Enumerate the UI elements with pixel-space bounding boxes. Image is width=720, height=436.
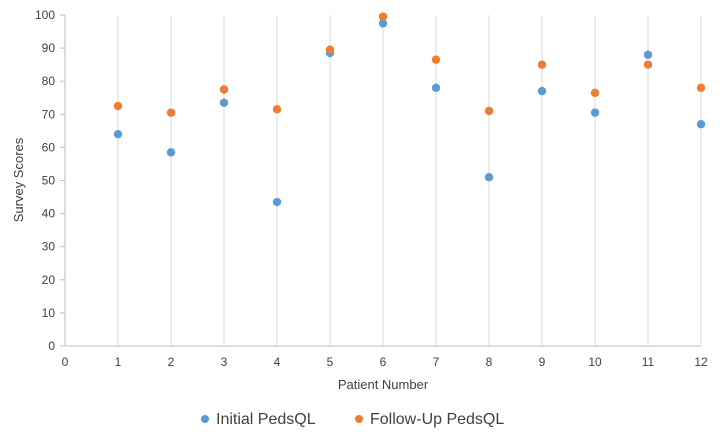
follow-up-point-6 bbox=[378, 12, 388, 21]
follow-up-point-8 bbox=[484, 106, 494, 116]
initial-point-9 bbox=[537, 86, 547, 96]
legend-label-follow-up: Follow-Up PedsQL bbox=[370, 411, 504, 428]
x-tick-label: 5 bbox=[327, 355, 334, 369]
initial-point-4 bbox=[272, 197, 282, 207]
y-tick-label: 40 bbox=[42, 207, 56, 221]
y-tick-label: 100 bbox=[35, 8, 55, 22]
y-tick-labels: 0 10 20 30 40 50 60 70 80 90 100 bbox=[35, 8, 55, 353]
initial-point-3 bbox=[219, 98, 229, 107]
follow-up-point-11 bbox=[643, 60, 653, 69]
y-tick-label: 10 bbox=[42, 306, 56, 320]
grid-lines bbox=[117, 15, 702, 346]
follow-up-point-7 bbox=[431, 55, 441, 64]
axes bbox=[60, 14, 701, 347]
x-tick-label: 0 bbox=[62, 355, 69, 369]
y-tick-label: 30 bbox=[42, 240, 56, 254]
initial-point-7 bbox=[431, 83, 441, 93]
y-tick-label: 70 bbox=[42, 107, 56, 121]
initial-point-2 bbox=[166, 148, 176, 157]
x-tick-labels: 0 1 2 3 4 5 6 7 8 9 10 11 12 bbox=[62, 355, 708, 369]
follow-up-point-3 bbox=[219, 85, 229, 94]
x-tick-label: 1 bbox=[115, 355, 122, 369]
x-tick-label: 4 bbox=[274, 355, 281, 369]
data-points bbox=[113, 12, 706, 207]
y-tick-label: 80 bbox=[42, 74, 56, 88]
x-tick-label: 6 bbox=[380, 355, 387, 369]
legend-marker-initial bbox=[201, 415, 209, 423]
x-tick-label: 12 bbox=[694, 355, 708, 369]
y-tick-label: 20 bbox=[42, 273, 56, 287]
y-tick-label: 60 bbox=[42, 140, 56, 154]
follow-up-point-4 bbox=[272, 105, 282, 114]
legend: Initial PedsQL Follow-Up PedsQL bbox=[201, 411, 504, 428]
y-tick-label: 50 bbox=[42, 174, 56, 188]
initial-point-6 bbox=[378, 19, 388, 28]
x-tick-label: 9 bbox=[539, 355, 546, 369]
follow-up-point-9 bbox=[537, 60, 547, 69]
initial-point-8 bbox=[484, 172, 494, 182]
y-tick-label: 90 bbox=[42, 41, 56, 55]
follow-up-point-5 bbox=[325, 45, 335, 54]
x-tick-label: 2 bbox=[168, 355, 175, 369]
x-tick-label: 8 bbox=[486, 355, 493, 369]
legend-marker-follow-up bbox=[355, 415, 363, 423]
x-axis-label: Patient Number bbox=[338, 377, 429, 392]
initial-point-1 bbox=[113, 129, 123, 139]
follow-up-point-1 bbox=[113, 101, 123, 111]
x-tick-label: 10 bbox=[588, 355, 602, 369]
legend-label-initial: Initial PedsQL bbox=[216, 411, 316, 428]
initial-point-12 bbox=[696, 120, 706, 129]
x-tick-label: 3 bbox=[221, 355, 228, 369]
initial-point-11 bbox=[643, 50, 653, 59]
x-tick-label: 11 bbox=[642, 355, 655, 369]
initial-point-10 bbox=[590, 108, 600, 117]
follow-up-point-12 bbox=[696, 83, 706, 93]
follow-up-point-2 bbox=[166, 108, 176, 117]
x-tick-label: 7 bbox=[433, 355, 440, 369]
y-axis-label: Survey Scores bbox=[11, 137, 26, 222]
follow-up-point-10 bbox=[590, 88, 600, 97]
y-tick-label: 0 bbox=[48, 339, 55, 353]
